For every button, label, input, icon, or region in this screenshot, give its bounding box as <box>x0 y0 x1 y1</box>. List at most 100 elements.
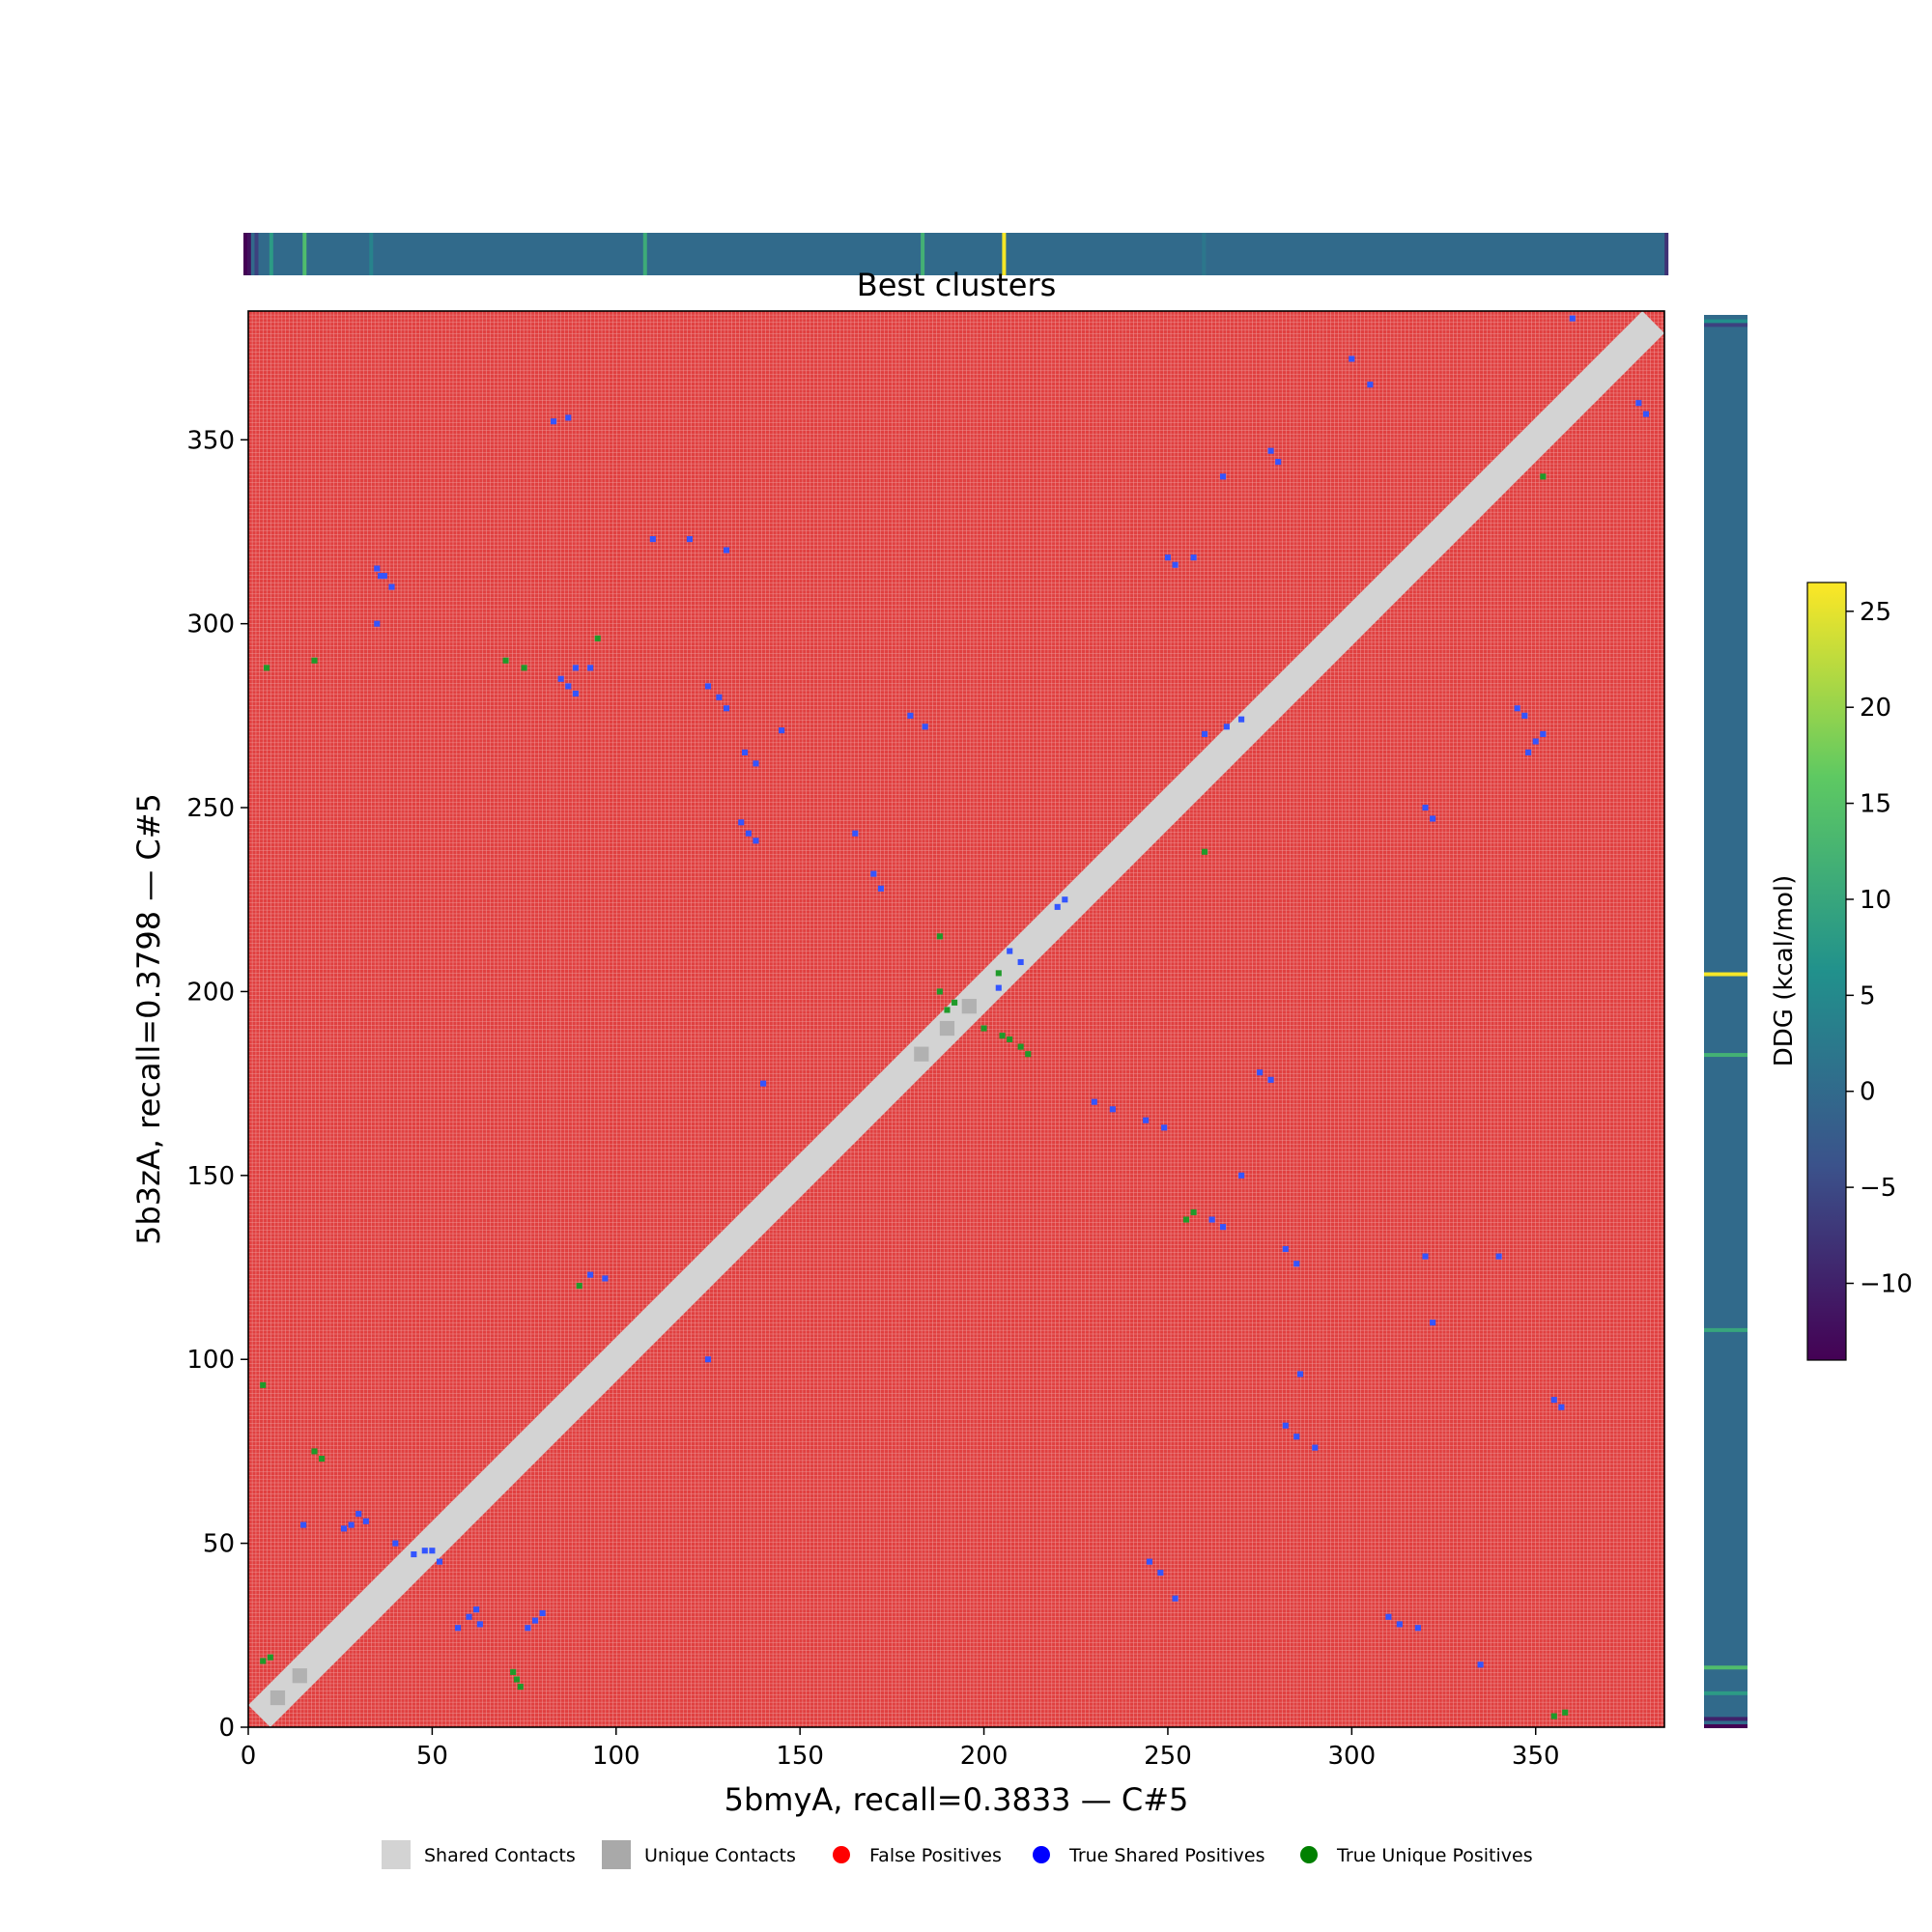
true-shared-positive-point <box>1055 904 1061 910</box>
colorbar-label: DDG (kcal/mol) <box>1770 875 1799 1066</box>
top-track-spike <box>302 233 306 275</box>
true-unique-positive-point <box>1018 1044 1024 1050</box>
true-shared-positive-point <box>852 831 858 837</box>
true-shared-positive-point <box>477 1621 483 1627</box>
true-unique-positive-point <box>510 1669 516 1675</box>
true-unique-positive-point <box>595 636 601 641</box>
true-unique-positive-point <box>518 1684 524 1690</box>
true-unique-positive-point <box>1000 1033 1006 1038</box>
top-track-spike <box>254 233 258 275</box>
legend-label: False Positives <box>869 1845 1002 1866</box>
side-track-spike <box>1704 1724 1747 1728</box>
true-shared-positive-point <box>1558 1405 1564 1410</box>
side-track-spike <box>1704 320 1747 324</box>
true-shared-positive-point <box>687 536 693 542</box>
true-shared-positive-point <box>779 727 784 733</box>
true-unique-positive-point <box>1191 1209 1197 1215</box>
true-shared-positive-point <box>1092 1099 1097 1105</box>
true-shared-positive-point <box>1018 959 1024 965</box>
side-track-spike <box>1704 1691 1747 1695</box>
true-shared-positive-point <box>532 1618 538 1624</box>
side-track-spike <box>1704 1328 1747 1332</box>
true-shared-positive-point <box>392 1541 398 1547</box>
colorbar-tick-label: −10 <box>1860 1269 1913 1298</box>
side-track-spike <box>1704 1717 1747 1720</box>
y-tick-label: 250 <box>186 794 235 823</box>
true-shared-positive-point <box>1283 1423 1289 1429</box>
true-shared-positive-point <box>565 683 571 689</box>
true-shared-positive-point <box>742 750 748 755</box>
true-shared-positive-point <box>1238 717 1244 723</box>
true-shared-positive-point <box>1293 1434 1299 1439</box>
true-unique-positive-point <box>1562 1710 1568 1716</box>
true-unique-positive-point <box>937 988 943 994</box>
true-shared-positive-point <box>746 831 752 837</box>
true-shared-positive-point <box>1161 1124 1167 1130</box>
ddg-colorbar: −10−50510152025 DDG (kcal/mol) <box>1770 582 1913 1360</box>
unique-contact-cell <box>940 1021 954 1036</box>
true-shared-positive-point <box>1257 1069 1263 1075</box>
true-unique-positive-point <box>502 658 508 664</box>
true-shared-positive-point <box>705 1356 711 1362</box>
true-shared-positive-point <box>1515 705 1520 711</box>
x-tick-label: 50 <box>416 1742 448 1771</box>
true-shared-positive-point <box>1478 1662 1484 1667</box>
true-shared-positive-point <box>1521 713 1527 719</box>
true-shared-positive-point <box>587 1272 593 1278</box>
true-shared-positive-point <box>753 838 758 843</box>
true-shared-positive-point <box>437 1559 442 1565</box>
true-shared-positive-point <box>1540 731 1546 737</box>
colorbar-tick-label: 15 <box>1860 790 1891 819</box>
x-axis-label: 5bmyA, recall=0.3833 — C#5 <box>724 1781 1189 1818</box>
true-shared-positive-point <box>1173 1596 1179 1602</box>
true-unique-positive-point <box>937 933 943 939</box>
true-shared-positive-point <box>602 1275 608 1281</box>
true-unique-positive-point <box>268 1655 273 1661</box>
true-shared-positive-point <box>558 676 564 682</box>
true-shared-positive-point <box>1275 459 1281 465</box>
true-shared-positive-point <box>1220 1224 1226 1230</box>
legend-marker-circle <box>833 1846 850 1863</box>
y-tick-label: 350 <box>186 426 235 455</box>
colorbar-ticks: −10−50510152025 <box>1846 598 1913 1299</box>
true-shared-positive-point <box>1430 1320 1435 1325</box>
true-shared-positive-point <box>1173 562 1179 568</box>
x-tick-label: 350 <box>1512 1742 1560 1771</box>
side-track-spike <box>1704 1665 1747 1669</box>
true-shared-positive-point <box>753 760 758 766</box>
legend-label: True Unique Positives <box>1336 1845 1533 1866</box>
true-unique-positive-point <box>522 665 527 670</box>
true-unique-positive-point <box>952 1000 957 1006</box>
true-unique-positive-point <box>1202 849 1208 855</box>
true-shared-positive-point <box>1157 1570 1163 1576</box>
true-shared-positive-point <box>573 665 579 670</box>
true-shared-positive-point <box>587 665 593 670</box>
legend-marker-square <box>382 1840 411 1869</box>
true-shared-positive-point <box>760 1081 766 1087</box>
true-shared-positive-point <box>1635 400 1641 406</box>
true-shared-positive-point <box>1525 750 1531 755</box>
true-shared-positive-point <box>300 1522 306 1528</box>
legend: Shared Contacts Unique Contacts False Posi… <box>382 1840 1533 1869</box>
side-ddg-track <box>1704 315 1747 1728</box>
true-shared-positive-point <box>1268 1077 1274 1083</box>
true-shared-positive-point <box>1422 805 1428 810</box>
true-unique-positive-point <box>1551 1714 1557 1719</box>
true-shared-positive-point <box>540 1610 546 1616</box>
top-track-spike <box>369 233 373 275</box>
legend-label: Unique Contacts <box>644 1845 796 1866</box>
true-shared-positive-point <box>551 418 556 424</box>
plot-area <box>248 311 1664 1727</box>
unique-contact-cell <box>270 1690 285 1705</box>
x-tick-label: 150 <box>776 1742 824 1771</box>
top-track-spike <box>1664 233 1668 275</box>
true-shared-positive-point <box>1570 316 1576 322</box>
top-track-spike <box>270 233 273 275</box>
chart-title: Best clusters <box>857 267 1057 303</box>
true-shared-positive-point <box>1430 815 1435 821</box>
true-shared-positive-point <box>429 1548 435 1553</box>
legend-marker-square <box>602 1840 631 1869</box>
true-shared-positive-point <box>1312 1445 1318 1451</box>
true-shared-positive-point <box>1147 1559 1152 1565</box>
true-unique-positive-point <box>264 665 270 670</box>
